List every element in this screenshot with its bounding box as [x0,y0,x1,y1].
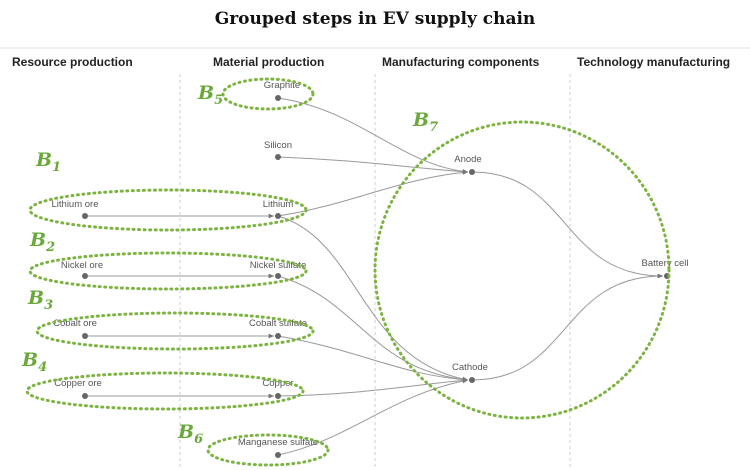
nodes: Graphite Silicon Lithium ore Lithium Nic… [52,80,689,458]
node-label: Silicon [264,140,292,151]
group-label: B4 [21,349,47,375]
node-label: Nickel sulfate [250,260,307,271]
group-outline [35,311,315,351]
node-label: Lithium ore [52,199,99,210]
group-label: B3 [27,287,53,313]
groups: B1 B2 B3 B4 B5 B6 B7 [21,77,671,467]
group-outline [25,371,305,411]
node-label: Copper ore [54,378,102,389]
group-label: B2 [29,229,55,255]
node-label: Cathode [452,362,488,373]
edges [85,97,664,456]
group-outline [373,120,671,420]
column-header: Technology manufacturing [577,55,730,69]
node-label: Graphite [264,80,300,91]
group-label: B1 [35,149,61,175]
node-label: Nickel ore [61,260,103,271]
node-label: Cobalt sulfate [249,318,307,329]
group-label: B7 [412,109,438,135]
group-label: B5 [197,82,223,108]
group-outline [221,77,315,111]
group-label: B6 [177,421,203,447]
column-header: Resource production [12,55,133,69]
node-label: Cobalt ore [53,318,97,329]
column-header: Manufacturing components [382,55,540,69]
node-label: Anode [454,154,481,165]
group-outline [206,433,330,467]
title: Grouped steps in EV supply chain [215,9,536,29]
group-outline [28,251,308,291]
node-label: Manganese sulfate [238,437,318,448]
node-label: Lithium [263,199,294,210]
node-label: Copper [262,378,293,389]
column-header: Material production [213,55,324,69]
group-outline [28,188,308,232]
node-label: Battery cell [642,258,689,269]
